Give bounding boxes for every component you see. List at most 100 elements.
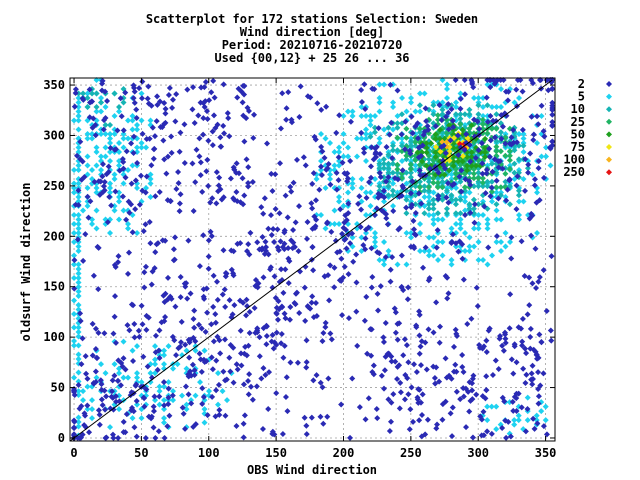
density-point-5	[430, 234, 437, 241]
scatter-point	[423, 118, 430, 125]
scatter-point	[282, 192, 289, 199]
scatter-point	[105, 163, 112, 170]
density-point-5	[390, 104, 397, 111]
scatter-point	[82, 231, 89, 238]
density-point-5	[75, 329, 82, 336]
density-point-5	[75, 108, 82, 115]
density-point-10	[398, 111, 405, 118]
scatter-point	[403, 342, 410, 349]
density-point-5	[75, 275, 82, 282]
scatter-point	[406, 426, 413, 433]
scatter-point	[265, 225, 272, 232]
density-point-5	[138, 117, 145, 124]
scatter-point	[405, 284, 412, 291]
scatter-point	[381, 385, 388, 392]
scatter-point	[342, 226, 349, 233]
scatter-point	[268, 232, 275, 239]
scatter-point	[508, 234, 515, 241]
scatter-point	[534, 420, 541, 427]
density-point-5	[340, 203, 347, 210]
density-point-5	[349, 176, 356, 183]
density-point-10	[84, 95, 91, 102]
scatter-point	[335, 177, 342, 184]
x-tick-label: 250	[400, 446, 422, 460]
scatter-point	[484, 428, 491, 435]
density-point-5	[75, 230, 82, 237]
scatter-point	[200, 232, 207, 239]
scatter-point	[466, 408, 473, 415]
scatter-point	[374, 249, 381, 256]
scatter-point	[100, 183, 107, 190]
density-point-5	[71, 239, 78, 246]
scatter-point	[161, 156, 168, 163]
scatter-point	[200, 394, 207, 401]
scatter-point	[164, 153, 171, 160]
scatter-point	[152, 434, 159, 441]
scatter-point	[502, 331, 509, 338]
scatter-point	[536, 331, 543, 338]
scatter-point	[471, 219, 478, 226]
y-tick-label: 350	[43, 78, 65, 92]
scatter-point	[474, 303, 481, 310]
scatter-point	[216, 406, 223, 413]
scatter-point	[519, 126, 526, 133]
density-point-5	[111, 361, 118, 368]
scatter-point	[197, 172, 204, 179]
scatter-point	[398, 252, 405, 259]
scatter-point	[302, 317, 309, 324]
scatter-point	[146, 219, 153, 226]
density-point-5	[71, 180, 78, 187]
scatter-point	[383, 211, 390, 218]
scatter-point	[204, 412, 211, 419]
scatter-point	[261, 195, 268, 202]
scatter-point	[484, 77, 491, 84]
scatter-point	[139, 78, 146, 85]
scatter-point	[375, 194, 382, 201]
scatter-point	[278, 330, 285, 337]
density-point-5	[381, 126, 388, 133]
scatter-point	[475, 147, 482, 154]
density-point-5	[84, 185, 91, 192]
scatter-point	[508, 134, 515, 141]
y-tick-label: 50	[51, 381, 65, 395]
density-point-25	[502, 152, 509, 159]
density-point-5	[484, 221, 491, 228]
scatter-point	[358, 206, 365, 213]
density-point-5	[84, 153, 91, 160]
scatter-point	[143, 173, 150, 180]
scatter-point	[447, 137, 454, 144]
scatter-point	[488, 184, 495, 191]
scatter-point	[459, 364, 466, 371]
scatter-point	[87, 198, 94, 205]
scatter-point	[502, 140, 509, 147]
scatter-point	[221, 336, 228, 343]
scatter-point	[415, 154, 422, 161]
scatter-point	[521, 273, 528, 280]
scatter-point	[388, 399, 395, 406]
density-point-25	[506, 152, 513, 159]
density-point-10	[421, 187, 428, 194]
scatter-point	[447, 410, 454, 417]
density-point-10	[466, 111, 473, 118]
scatter-point	[114, 127, 121, 134]
scatter-point	[270, 345, 277, 352]
x-tick-label: 100	[198, 446, 220, 460]
density-point-10	[475, 169, 482, 176]
scatter-point	[309, 180, 316, 187]
scatter-point	[246, 371, 253, 378]
scatter-point	[309, 205, 316, 212]
density-point-10	[452, 196, 459, 203]
scatter-point	[297, 83, 304, 90]
density-point-10	[385, 160, 392, 167]
density-point-10	[443, 205, 450, 212]
density-point-10	[80, 90, 87, 97]
scatter-point	[160, 379, 167, 386]
scatter-point	[273, 304, 280, 311]
diagonal-line	[69, 79, 553, 442]
scatter-point	[436, 101, 443, 108]
scatter-point	[91, 178, 98, 185]
scatter-point	[345, 200, 352, 207]
scatter-point	[518, 404, 525, 411]
scatter-point	[142, 263, 149, 270]
scatter-point	[479, 160, 486, 167]
